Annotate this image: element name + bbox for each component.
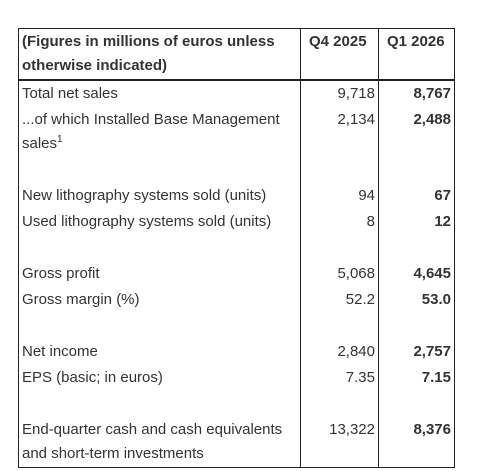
spacer-row (18, 313, 455, 339)
data-row: EPS (basic; in euros) 7.35 7.15 (18, 365, 455, 391)
q4-value: 94 (300, 183, 379, 209)
spacer-cell (378, 235, 455, 261)
data-row: End-quarter cash and cash equivalents an… (18, 417, 455, 468)
row-label-cell: Used lithography systems sold (units) (18, 209, 301, 235)
header-row: (Figures in millions of euros unless oth… (18, 28, 455, 81)
q1-value: 8,376 (378, 417, 455, 468)
row-label: ...of which Installed Base Management sa… (22, 111, 280, 152)
header-cell: Q4 2025 (300, 28, 379, 81)
spacer-cell (378, 313, 455, 339)
row-label-cell: New lithography systems sold (units) (18, 183, 301, 209)
row-label-cell: Total net sales (18, 80, 301, 107)
q4-value: 7.35 (300, 365, 379, 391)
table-body: Total net sales 9,718 8,767 ...of which Ins… (18, 80, 455, 468)
spacer-cell (378, 157, 455, 183)
q4-value: 13,322 (300, 417, 379, 468)
q1-value: 7.15 (378, 365, 455, 391)
data-row: Total net sales 9,718 8,767 (18, 80, 455, 107)
spacer-cell (300, 391, 379, 417)
spacer-row (18, 391, 455, 417)
row-label: New lithography systems sold (units) (22, 187, 267, 204)
q1-value: 4,645 (378, 261, 455, 287)
q1-value: 67 (378, 183, 455, 209)
spacer-cell (18, 157, 301, 183)
spacer-cell (300, 157, 379, 183)
spacer-cell (300, 313, 379, 339)
data-row: Gross margin (%) 52.2 53.0 (18, 287, 455, 313)
row-label: Gross profit (22, 265, 100, 282)
header-cell: (Figures in millions of euros unless oth… (18, 28, 301, 81)
spacer-row (18, 157, 455, 183)
q1-value: 53.0 (378, 287, 455, 313)
footnote-mark: 1 (57, 134, 63, 145)
data-row: Gross profit 5,068 4,645 (18, 261, 455, 287)
data-row: Used lithography systems sold (units) 8 12 (18, 209, 455, 235)
row-label: Used lithography systems sold (units) (22, 213, 272, 230)
data-row: ...of which Installed Base Management sa… (18, 107, 455, 157)
spacer-row (18, 235, 455, 261)
row-label-cell: ...of which Installed Base Management sa… (18, 107, 301, 157)
q4-value: 2,134 (300, 107, 379, 157)
row-label-cell: End-quarter cash and cash equivalents an… (18, 417, 301, 468)
q1-value: 2,757 (378, 339, 455, 365)
row-label: EPS (basic; in euros) (22, 369, 163, 386)
q1-value: 2,488 (378, 107, 455, 157)
q4-value: 5,068 (300, 261, 379, 287)
row-label: Total net sales (22, 85, 118, 102)
row-label-cell: EPS (basic; in euros) (18, 365, 301, 391)
row-label: Gross margin (%) (22, 291, 140, 308)
row-label-cell: Gross margin (%) (18, 287, 301, 313)
q1-value: 12 (378, 209, 455, 235)
q4-value: 9,718 (300, 80, 379, 107)
header-cell: Q1 2026 (378, 28, 455, 81)
row-label: Net income (22, 343, 98, 360)
spacer-cell (18, 391, 301, 417)
q1-value: 8,767 (378, 80, 455, 107)
data-row: Net income 2,840 2,757 (18, 339, 455, 365)
spacer-cell (378, 391, 455, 417)
q4-value: 2,840 (300, 339, 379, 365)
data-row: New lithography systems sold (units) 94 67 (18, 183, 455, 209)
table-header: (Figures in millions of euros unless oth… (18, 28, 455, 81)
results-table: (Figures in millions of euros unless oth… (18, 28, 455, 468)
q4-value: 8 (300, 209, 379, 235)
spacer-cell (300, 235, 379, 261)
spacer-cell (18, 313, 301, 339)
row-label: End-quarter cash and cash equivalents an… (22, 421, 283, 462)
row-label-cell: Net income (18, 339, 301, 365)
spacer-cell (18, 235, 301, 261)
q4-value: 52.2 (300, 287, 379, 313)
row-label-cell: Gross profit (18, 261, 301, 287)
